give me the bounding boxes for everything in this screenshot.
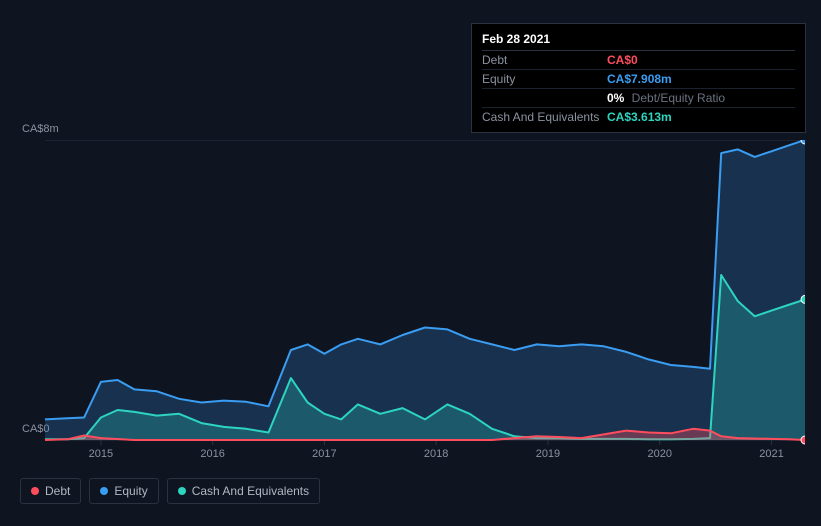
y-axis-label-max: CA$8m	[22, 123, 59, 135]
tooltip-value: CA$7.908m	[607, 72, 672, 86]
tooltip-row: Cash And EquivalentsCA$3.613m	[482, 108, 795, 126]
tooltip-label	[482, 91, 607, 105]
tooltip-value: 0% Debt/Equity Ratio	[607, 91, 725, 105]
legend-item-debt[interactable]: Debt	[20, 478, 81, 504]
legend-item-cash-and-equivalents[interactable]: Cash And Equivalents	[167, 478, 320, 504]
chart-tooltip: Feb 28 2021 DebtCA$0EquityCA$7.908m0% De…	[471, 23, 806, 133]
legend-label: Cash And Equivalents	[192, 484, 309, 498]
chart-legend: Debt Equity Cash And Equivalents	[20, 478, 320, 504]
x-tick: 2017	[312, 448, 336, 460]
x-tick: 2016	[200, 448, 224, 460]
x-tick: 2020	[647, 448, 671, 460]
x-tick: 2015	[89, 448, 113, 460]
legend-dot-icon	[100, 487, 108, 495]
x-tick: 2021	[759, 448, 783, 460]
x-tick: 2019	[536, 448, 560, 460]
legend-label: Equity	[114, 484, 147, 498]
area-chart[interactable]	[15, 140, 805, 445]
x-tick: 2018	[424, 448, 448, 460]
tooltip-row: EquityCA$7.908m	[482, 70, 795, 89]
x-axis: 2015 2016 2017 2018 2019 2020 2021	[15, 448, 805, 464]
tooltip-label: Cash And Equivalents	[482, 110, 607, 124]
tooltip-label: Debt	[482, 53, 607, 67]
legend-dot-icon	[178, 487, 186, 495]
legend-dot-icon	[31, 487, 39, 495]
legend-item-equity[interactable]: Equity	[89, 478, 158, 504]
tooltip-row: 0% Debt/Equity Ratio	[482, 89, 795, 108]
tooltip-value: CA$0	[607, 53, 638, 67]
tooltip-row: DebtCA$0	[482, 51, 795, 70]
tooltip-label: Equity	[482, 72, 607, 86]
tooltip-date: Feb 28 2021	[482, 30, 795, 51]
tooltip-value: CA$3.613m	[607, 110, 672, 124]
legend-label: Debt	[45, 484, 70, 498]
